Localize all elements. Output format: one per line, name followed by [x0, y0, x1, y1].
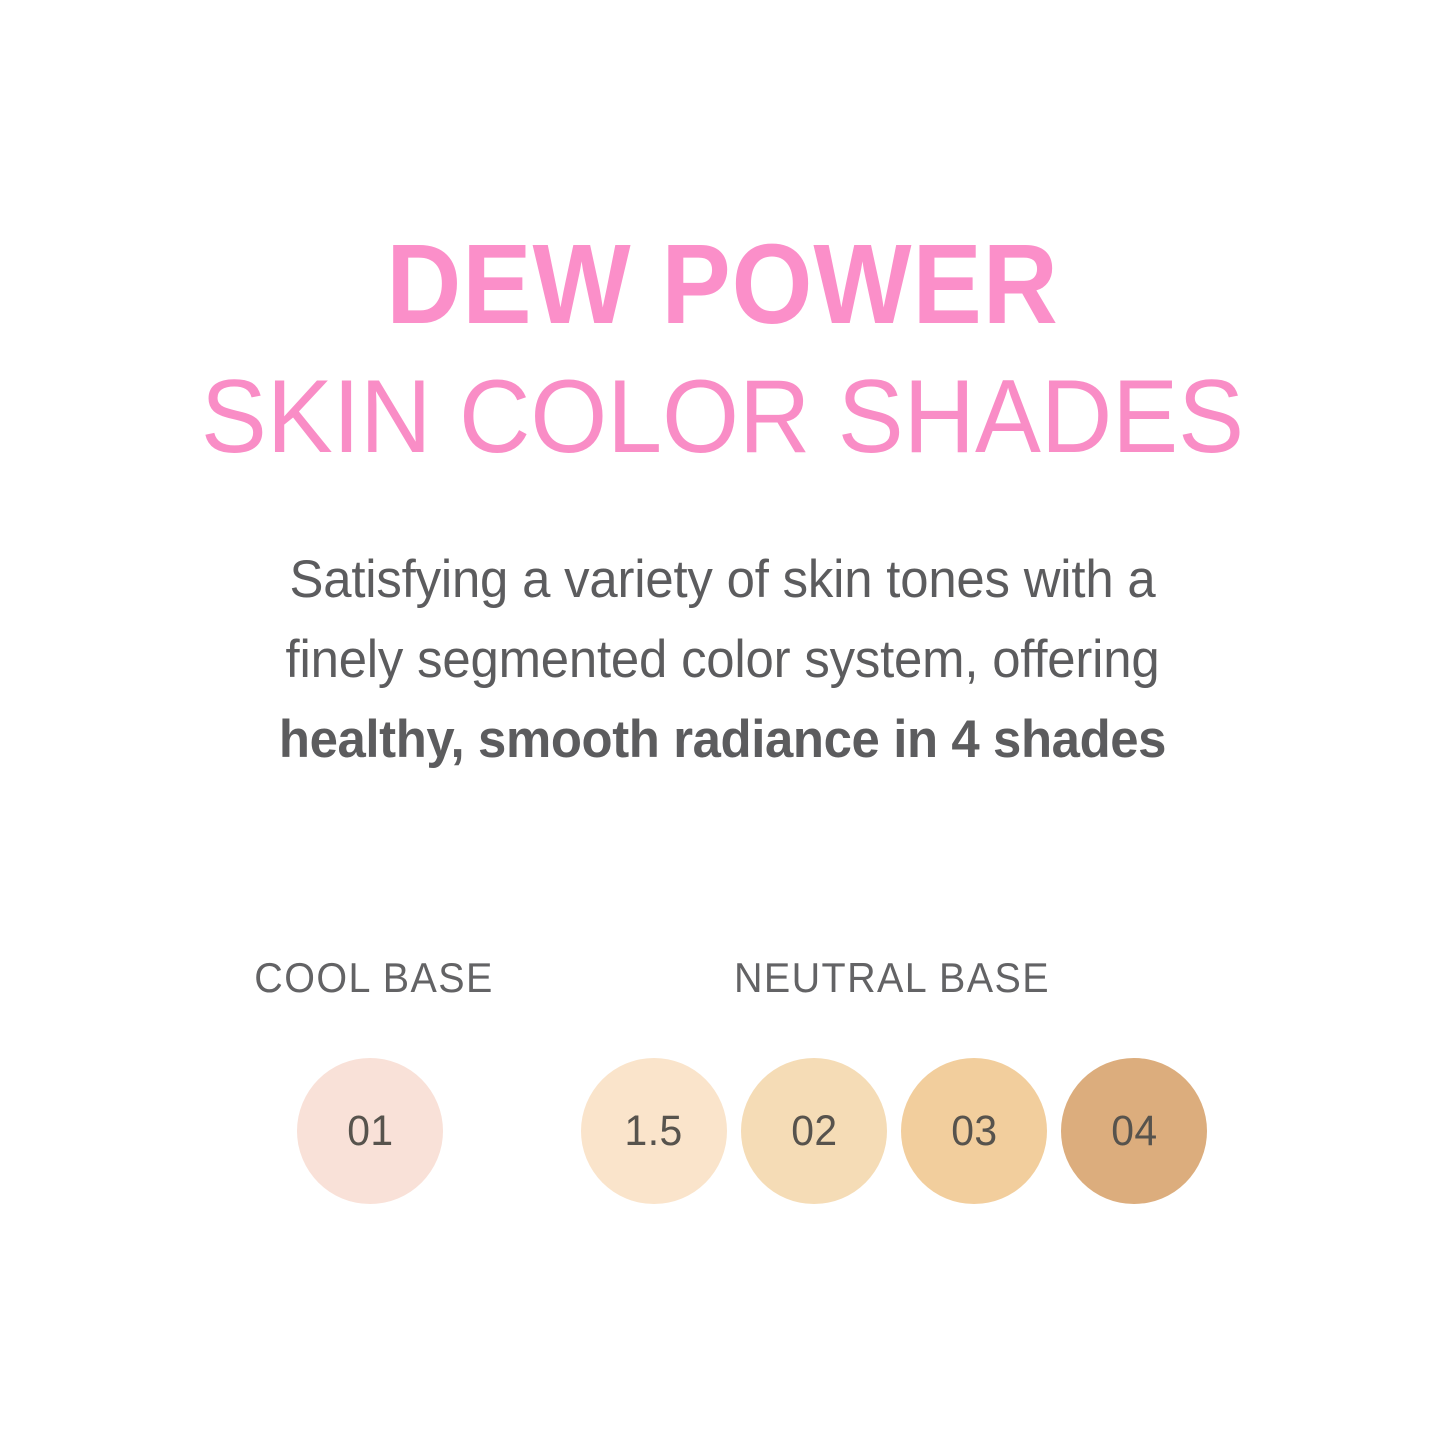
shade-group-labels: COOL BASE NEUTRAL BASE [0, 952, 1445, 1012]
shade-swatch-03[interactable]: 03 [901, 1058, 1047, 1204]
shade-swatch-01[interactable]: 01 [297, 1058, 443, 1204]
shade-swatch-04[interactable]: 04 [1061, 1058, 1207, 1204]
description-paragraph: Satisfying a variety of skin tones with … [0, 540, 1445, 780]
description-line-2: finely segmented color system, offering [285, 630, 1160, 689]
description-line-1: Satisfying a variety of skin tones with … [289, 550, 1156, 609]
description-line-3-emphasis: healthy, smooth radiance in 4 shades [278, 710, 1167, 769]
shade-group-label-cool-base: COOL BASE [254, 954, 494, 1001]
shade-swatch-1-5[interactable]: 1.5 [581, 1058, 727, 1204]
shade-swatch-label: 04 [1110, 1106, 1158, 1155]
shade-swatch-label: 02 [790, 1106, 838, 1155]
shade-swatch-label: 01 [346, 1106, 394, 1155]
shade-swatch-row: 01 1.5 02 03 04 [0, 1058, 1445, 1208]
headline-block: DEW POWER SKIN COLOR SHADES [0, 221, 1445, 475]
shade-swatch-label: 03 [950, 1106, 998, 1155]
subtitle-heading: SKIN COLOR SHADES [200, 359, 1245, 475]
shade-group-label-neutral-base: NEUTRAL BASE [733, 954, 1051, 1001]
shade-swatch-label: 1.5 [624, 1106, 684, 1155]
product-name-heading: DEW POWER [386, 221, 1059, 347]
shade-swatch-02[interactable]: 02 [741, 1058, 887, 1204]
